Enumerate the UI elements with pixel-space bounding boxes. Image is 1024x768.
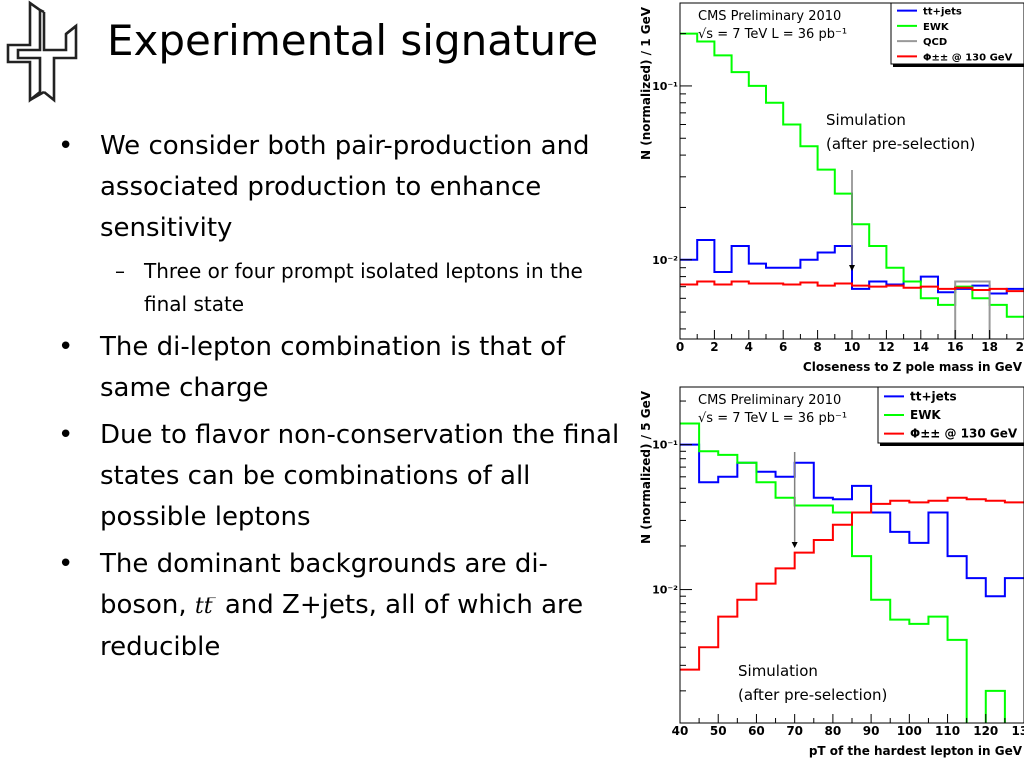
x-tick-label: 40 [672,724,689,738]
x-axis-label: pT of the hardest lepton in GeV [809,744,1023,758]
cms-header: CMS Preliminary 2010 [698,393,841,408]
y-tick-label: 10⁻² [652,584,678,597]
legend-label: tt+jets [910,389,957,403]
bullet-text-post: and Z+jets, all of which are reducible [100,590,584,662]
y-axis-label: N (normalized) / 5 GeV [639,390,653,544]
series-tt-jets-line [680,238,1024,295]
legend-label: Φ±± @ 130 GeV [910,427,1018,441]
energy-lumi-label: √s = 7 TeV L = 36 pb⁻¹ [698,27,847,42]
bullet-item: Due to flavor non-conservation the final… [58,415,628,538]
x-tick-label: 8 [813,340,821,354]
x-tick-label: 100 [897,724,922,738]
ttbar-text: tt [194,594,213,619]
x-tick-label: 14 [912,340,929,354]
x-tick-label: 2 [710,340,718,354]
bullet-list: We consider both pair-production and ass… [58,126,628,674]
annotation-line: (after pre-selection) [738,686,887,704]
x-axis-label: Closeness to Z pole mass in GeV [803,360,1023,374]
x-tick-label: 110 [935,724,960,738]
histogram-group [680,422,1024,723]
slide-title: Experimental signature [107,16,599,65]
cms-header: CMS Preliminary 2010 [698,9,841,24]
simulation-annotation: Simulation (after pre-selection) [738,662,887,704]
university-logo [6,0,78,103]
legend-label: Φ±± @ 130 GeV [923,52,1013,63]
y-tick-label: 10⁻¹ [652,439,678,452]
x-tick-label: 6 [779,340,787,354]
x-tick-label: 70 [786,724,803,738]
legend-label: QCD [923,37,947,48]
legend-label: EWK [923,22,950,33]
energy-lumi-label: √s = 7 TeV L = 36 pb⁻¹ [698,411,847,426]
x-tick-label: 130 [1011,724,1024,738]
x-tick-label: 20 [1016,340,1024,354]
bullet-item: The di-lepton combination is that of sam… [58,327,628,409]
plot-z-closeness: 0 2 4 6 8 10 12 14 16 18 20 10⁻¹ 10⁻² Closeness to Z … [639,2,1024,374]
series--130-gev-line [680,280,1024,293]
x-tick-label: 16 [947,340,964,354]
annotation-line: Simulation [738,662,818,680]
series--130-gev-line [680,496,1024,671]
x-tick-label: 0 [676,340,684,354]
series-tt-jets-line [680,443,1024,598]
annotation-line: (after pre-selection) [826,135,975,153]
cut-arrow-head [849,265,855,271]
x-tick-label: 18 [981,340,998,354]
x-tick-label: 10 [844,340,861,354]
series-ewk-line [680,422,1006,723]
x-tick-label: 4 [745,340,753,354]
annotation-line: Simulation [826,111,906,129]
simulation-annotation: Simulation (after pre-selection) [826,111,975,153]
legend-label: EWK [910,408,941,422]
x-tick-label: 60 [748,724,765,738]
legend-box [890,2,1024,65]
x-tick-label: 80 [825,724,842,738]
legend-label: tt+jets [923,7,962,18]
y-tick-label: 10⁻¹ [652,80,678,93]
ttbar-overline: ‾ [208,596,216,612]
y-tick-label: 10⁻² [652,254,678,267]
sub-bullet-item: Three or four prompt isolated leptons in… [58,255,628,321]
cut-arrow-head [791,542,798,548]
x-tick-label: 12 [878,340,895,354]
plot-leading-lepton-pt: 40 50 60 70 80 90 100 110 120 130 10⁻¹ 10⁻² pT of th… [639,386,1024,758]
y-axis-label: N (normalized) / 1 GeV [639,6,653,160]
x-tick-label: 90 [863,724,880,738]
bullet-item: The dominant backgrounds are di-boson, t… [58,544,628,668]
x-tick-label: 120 [973,724,998,738]
ttbar-symbol: tt ‾ [195,586,225,627]
series-qcd-line [954,280,991,339]
bullet-text-pre: The dominant backgrounds are di-boson, [100,549,548,620]
bullet-item: We consider both pair-production and ass… [58,126,628,249]
x-tick-label: 50 [710,724,727,738]
